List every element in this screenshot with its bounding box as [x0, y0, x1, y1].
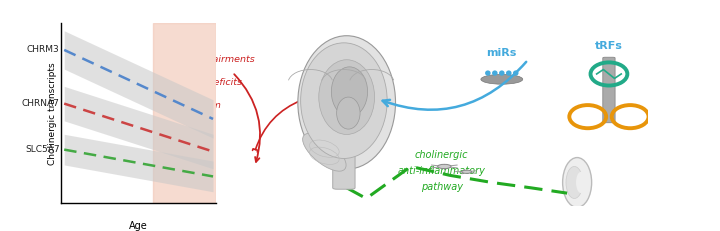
- Text: attention deficits: attention deficits: [161, 78, 242, 87]
- Ellipse shape: [319, 60, 374, 134]
- Ellipse shape: [576, 172, 586, 193]
- Circle shape: [438, 164, 451, 169]
- Text: Age: Age: [129, 221, 148, 231]
- Ellipse shape: [492, 70, 498, 76]
- Text: delirium: delirium: [182, 101, 221, 110]
- Text: SLC5A7: SLC5A7: [25, 145, 60, 154]
- Ellipse shape: [485, 70, 490, 76]
- Ellipse shape: [481, 74, 523, 84]
- Y-axis label: Cholinergic transcripts: Cholinergic transcripts: [48, 62, 57, 164]
- Ellipse shape: [337, 97, 360, 129]
- FancyArrowPatch shape: [382, 62, 526, 110]
- Text: pathway: pathway: [420, 182, 462, 192]
- Text: cholinergic: cholinergic: [415, 150, 468, 160]
- Text: tRFs: tRFs: [595, 40, 623, 51]
- Ellipse shape: [506, 70, 512, 76]
- FancyBboxPatch shape: [333, 154, 355, 189]
- Ellipse shape: [513, 70, 518, 76]
- Text: miRs: miRs: [487, 48, 517, 58]
- Ellipse shape: [566, 167, 582, 198]
- Ellipse shape: [298, 36, 395, 169]
- Text: cognitive impairments: cognitive impairments: [148, 55, 255, 64]
- Bar: [153, 23, 216, 203]
- Ellipse shape: [301, 43, 387, 158]
- Ellipse shape: [499, 70, 505, 76]
- Text: CHRNA7: CHRNA7: [22, 99, 60, 108]
- Ellipse shape: [302, 133, 346, 171]
- FancyBboxPatch shape: [603, 57, 615, 123]
- Ellipse shape: [562, 158, 592, 207]
- Ellipse shape: [331, 67, 368, 117]
- Text: anti-inflammatory: anti-inflammatory: [397, 166, 485, 176]
- Circle shape: [462, 170, 472, 173]
- Text: CHRM3: CHRM3: [27, 46, 60, 55]
